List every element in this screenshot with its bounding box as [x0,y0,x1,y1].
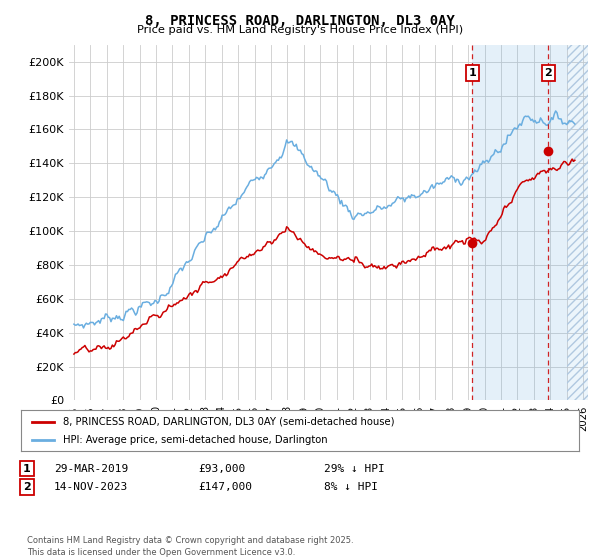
Text: 8% ↓ HPI: 8% ↓ HPI [324,482,378,492]
Text: 2: 2 [544,68,552,78]
Text: 14-NOV-2023: 14-NOV-2023 [54,482,128,492]
Text: 2: 2 [23,482,31,492]
Text: 8, PRINCESS ROAD, DARLINGTON, DL3 0AY: 8, PRINCESS ROAD, DARLINGTON, DL3 0AY [145,14,455,28]
Text: Price paid vs. HM Land Registry's House Price Index (HPI): Price paid vs. HM Land Registry's House … [137,25,463,35]
Text: £93,000: £93,000 [198,464,245,474]
Text: 1: 1 [469,68,476,78]
Text: 29% ↓ HPI: 29% ↓ HPI [324,464,385,474]
Text: Contains HM Land Registry data © Crown copyright and database right 2025.
This d: Contains HM Land Registry data © Crown c… [27,536,353,557]
Bar [472,45,566,400]
Bar [566,45,599,400]
Bar [566,45,599,400]
Text: HPI: Average price, semi-detached house, Darlington: HPI: Average price, semi-detached house,… [63,435,328,445]
Text: 8, PRINCESS ROAD, DARLINGTON, DL3 0AY (semi-detached house): 8, PRINCESS ROAD, DARLINGTON, DL3 0AY (s… [63,417,394,427]
Text: £147,000: £147,000 [198,482,252,492]
Text: 1: 1 [23,464,31,474]
Text: 29-MAR-2019: 29-MAR-2019 [54,464,128,474]
